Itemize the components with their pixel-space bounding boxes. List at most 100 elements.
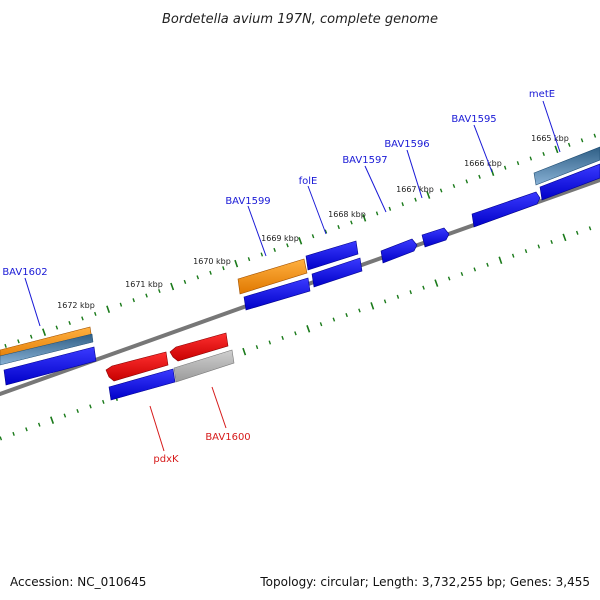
- lower-scale-minor-tick: [473, 267, 477, 272]
- kbp-label-1670: 1670 kbp: [193, 257, 231, 266]
- kbp-label-1669: 1669 kbp: [261, 234, 299, 243]
- lower-scale-minor-tick: [37, 422, 41, 427]
- feature-BAV1599-rna[interactable]: [237, 258, 308, 295]
- lower-scale-major-tick: [370, 302, 375, 310]
- upper-scale-minor-tick: [286, 243, 289, 248]
- label-BAV1595[interactable]: BAV1595: [451, 114, 496, 125]
- feature-metE-rna[interactable]: [533, 146, 600, 186]
- label-metE[interactable]: metE: [529, 89, 555, 100]
- upper-scale-minor-tick: [593, 133, 597, 138]
- lower-scale-minor-tick: [255, 345, 259, 350]
- gene-labels: metE BAV1595 BAV1596 BAV1597 folE BAV159…: [2, 89, 561, 465]
- upper-scale-minor-tick: [452, 183, 456, 189]
- leader-BAV1602: [24, 277, 41, 327]
- lower-scale-major-tick: [498, 256, 503, 264]
- upper-scale-minor-tick: [311, 234, 315, 239]
- upper-scale-minor-tick: [196, 275, 200, 280]
- label-BAV1602[interactable]: BAV1602: [2, 267, 47, 278]
- upper-scale-minor-tick: [119, 302, 123, 307]
- lower-scale-major-tick: [434, 279, 439, 287]
- lower-scale-minor-tick: [332, 317, 336, 322]
- label-BAV1597[interactable]: BAV1597: [342, 155, 387, 166]
- lower-scale-minor-tick: [537, 244, 541, 249]
- label-BAV1596[interactable]: BAV1596: [384, 139, 429, 150]
- lower-scale-minor-tick: [12, 431, 15, 436]
- forward-features: [0, 146, 600, 386]
- lower-scale-minor-tick: [460, 271, 464, 277]
- lower-scale-minor-tick: [511, 253, 515, 258]
- upper-scale-major-tick: [298, 237, 303, 245]
- upper-scale-minor-tick: [580, 138, 584, 143]
- feature-BAV1595[interactable]: [471, 191, 541, 228]
- upper-scale-minor-tick: [209, 270, 212, 275]
- label-BAV1599[interactable]: BAV1599: [225, 196, 270, 207]
- feature-BAV1597[interactable]: [380, 238, 418, 264]
- lower-scale-minor-tick: [102, 399, 105, 404]
- feature-folE-a[interactable]: [305, 240, 359, 271]
- map-title: Bordetella avium 197N, complete genome: [162, 12, 438, 27]
- upper-scale-minor-tick: [222, 266, 225, 271]
- leader-BAV1597: [364, 165, 387, 213]
- upper-scale-minor-tick: [350, 220, 353, 225]
- feature-pdxK[interactable]: [105, 351, 169, 382]
- upper-scale-minor-tick: [81, 316, 84, 321]
- upper-scale-minor-tick: [375, 211, 379, 216]
- upper-scale-major-tick: [362, 214, 367, 222]
- upper-scale-minor-tick: [145, 293, 148, 298]
- upper-scale-minor-tick: [68, 320, 71, 326]
- upper-scale-minor-tick: [4, 343, 7, 348]
- label-folE[interactable]: folE: [299, 176, 318, 187]
- upper-scale-minor-tick: [439, 188, 443, 193]
- upper-scale-minor-tick: [94, 311, 97, 316]
- lower-scale-minor-tick: [575, 230, 579, 235]
- feature-folE-b[interactable]: [311, 257, 363, 288]
- kbp-label-1666: 1666 kbp: [464, 159, 502, 168]
- upper-scale-minor-tick: [478, 174, 481, 179]
- genome-summary-text: Topology: circular; Length: 3,732,255 bp…: [259, 575, 590, 589]
- upper-scale-major-tick: [234, 259, 239, 268]
- lower-scale-minor-tick: [76, 408, 79, 414]
- lower-scale-minor-tick: [383, 299, 387, 304]
- upper-scale-minor-tick: [324, 229, 328, 234]
- kbp-label-1672: 1672 kbp: [57, 301, 95, 310]
- lower-scale-major-tick: [242, 347, 247, 356]
- upper-scale-minor-tick: [55, 325, 59, 330]
- feature-pdxK-cds[interactable]: [108, 368, 176, 401]
- lower-scale-minor-tick: [550, 239, 553, 245]
- upper-scale-minor-tick: [247, 257, 251, 262]
- reverse-features: [105, 332, 235, 401]
- feature-BAV1602-steel[interactable]: [0, 333, 94, 366]
- leader-BAV1596: [406, 149, 423, 199]
- feature-BAV1600-a[interactable]: [169, 332, 229, 362]
- label-pdxK[interactable]: pdxK: [153, 454, 179, 465]
- leader-BAV1595: [473, 124, 493, 173]
- feature-BAV1602-cds[interactable]: [3, 346, 97, 386]
- feature-BAV1596[interactable]: [421, 227, 450, 248]
- lower-scale-minor-tick: [89, 404, 92, 409]
- upper-scale-minor-tick: [17, 339, 20, 344]
- feature-metE-cds[interactable]: [539, 163, 600, 201]
- lower-scale-minor-tick: [294, 331, 297, 336]
- feature-BAV1599-cds[interactable]: [243, 277, 311, 311]
- upper-scale-minor-tick: [503, 165, 507, 170]
- feature-BAV1600-grey[interactable]: [173, 349, 235, 383]
- lower-scale-minor-tick: [25, 427, 28, 432]
- kbp-label-1671: 1671 kbp: [125, 280, 163, 289]
- upper-scale-minor-tick: [29, 334, 33, 339]
- lower-scale-minor-tick: [588, 226, 592, 231]
- lower-scale-minor-tick: [319, 322, 323, 327]
- upper-scale-minor-tick: [414, 197, 417, 202]
- label-BAV1600[interactable]: BAV1600: [205, 432, 250, 443]
- kbp-label-1665: 1665 kbp: [531, 134, 569, 143]
- lower-scale-minor-tick: [447, 276, 451, 281]
- upper-scale-minor-tick: [183, 279, 187, 284]
- leader-BAV1600: [211, 386, 227, 429]
- kbp-label-1668: 1668 kbp: [328, 210, 366, 219]
- upper-scale-minor-tick: [567, 142, 571, 147]
- upper-scale-minor-tick: [516, 161, 520, 166]
- upper-scale-minor-tick: [529, 156, 533, 161]
- accession-text: Accession: NC_010645: [10, 575, 146, 589]
- upper-scale-minor-tick: [337, 225, 340, 230]
- upper-scale-minor-tick: [260, 252, 264, 257]
